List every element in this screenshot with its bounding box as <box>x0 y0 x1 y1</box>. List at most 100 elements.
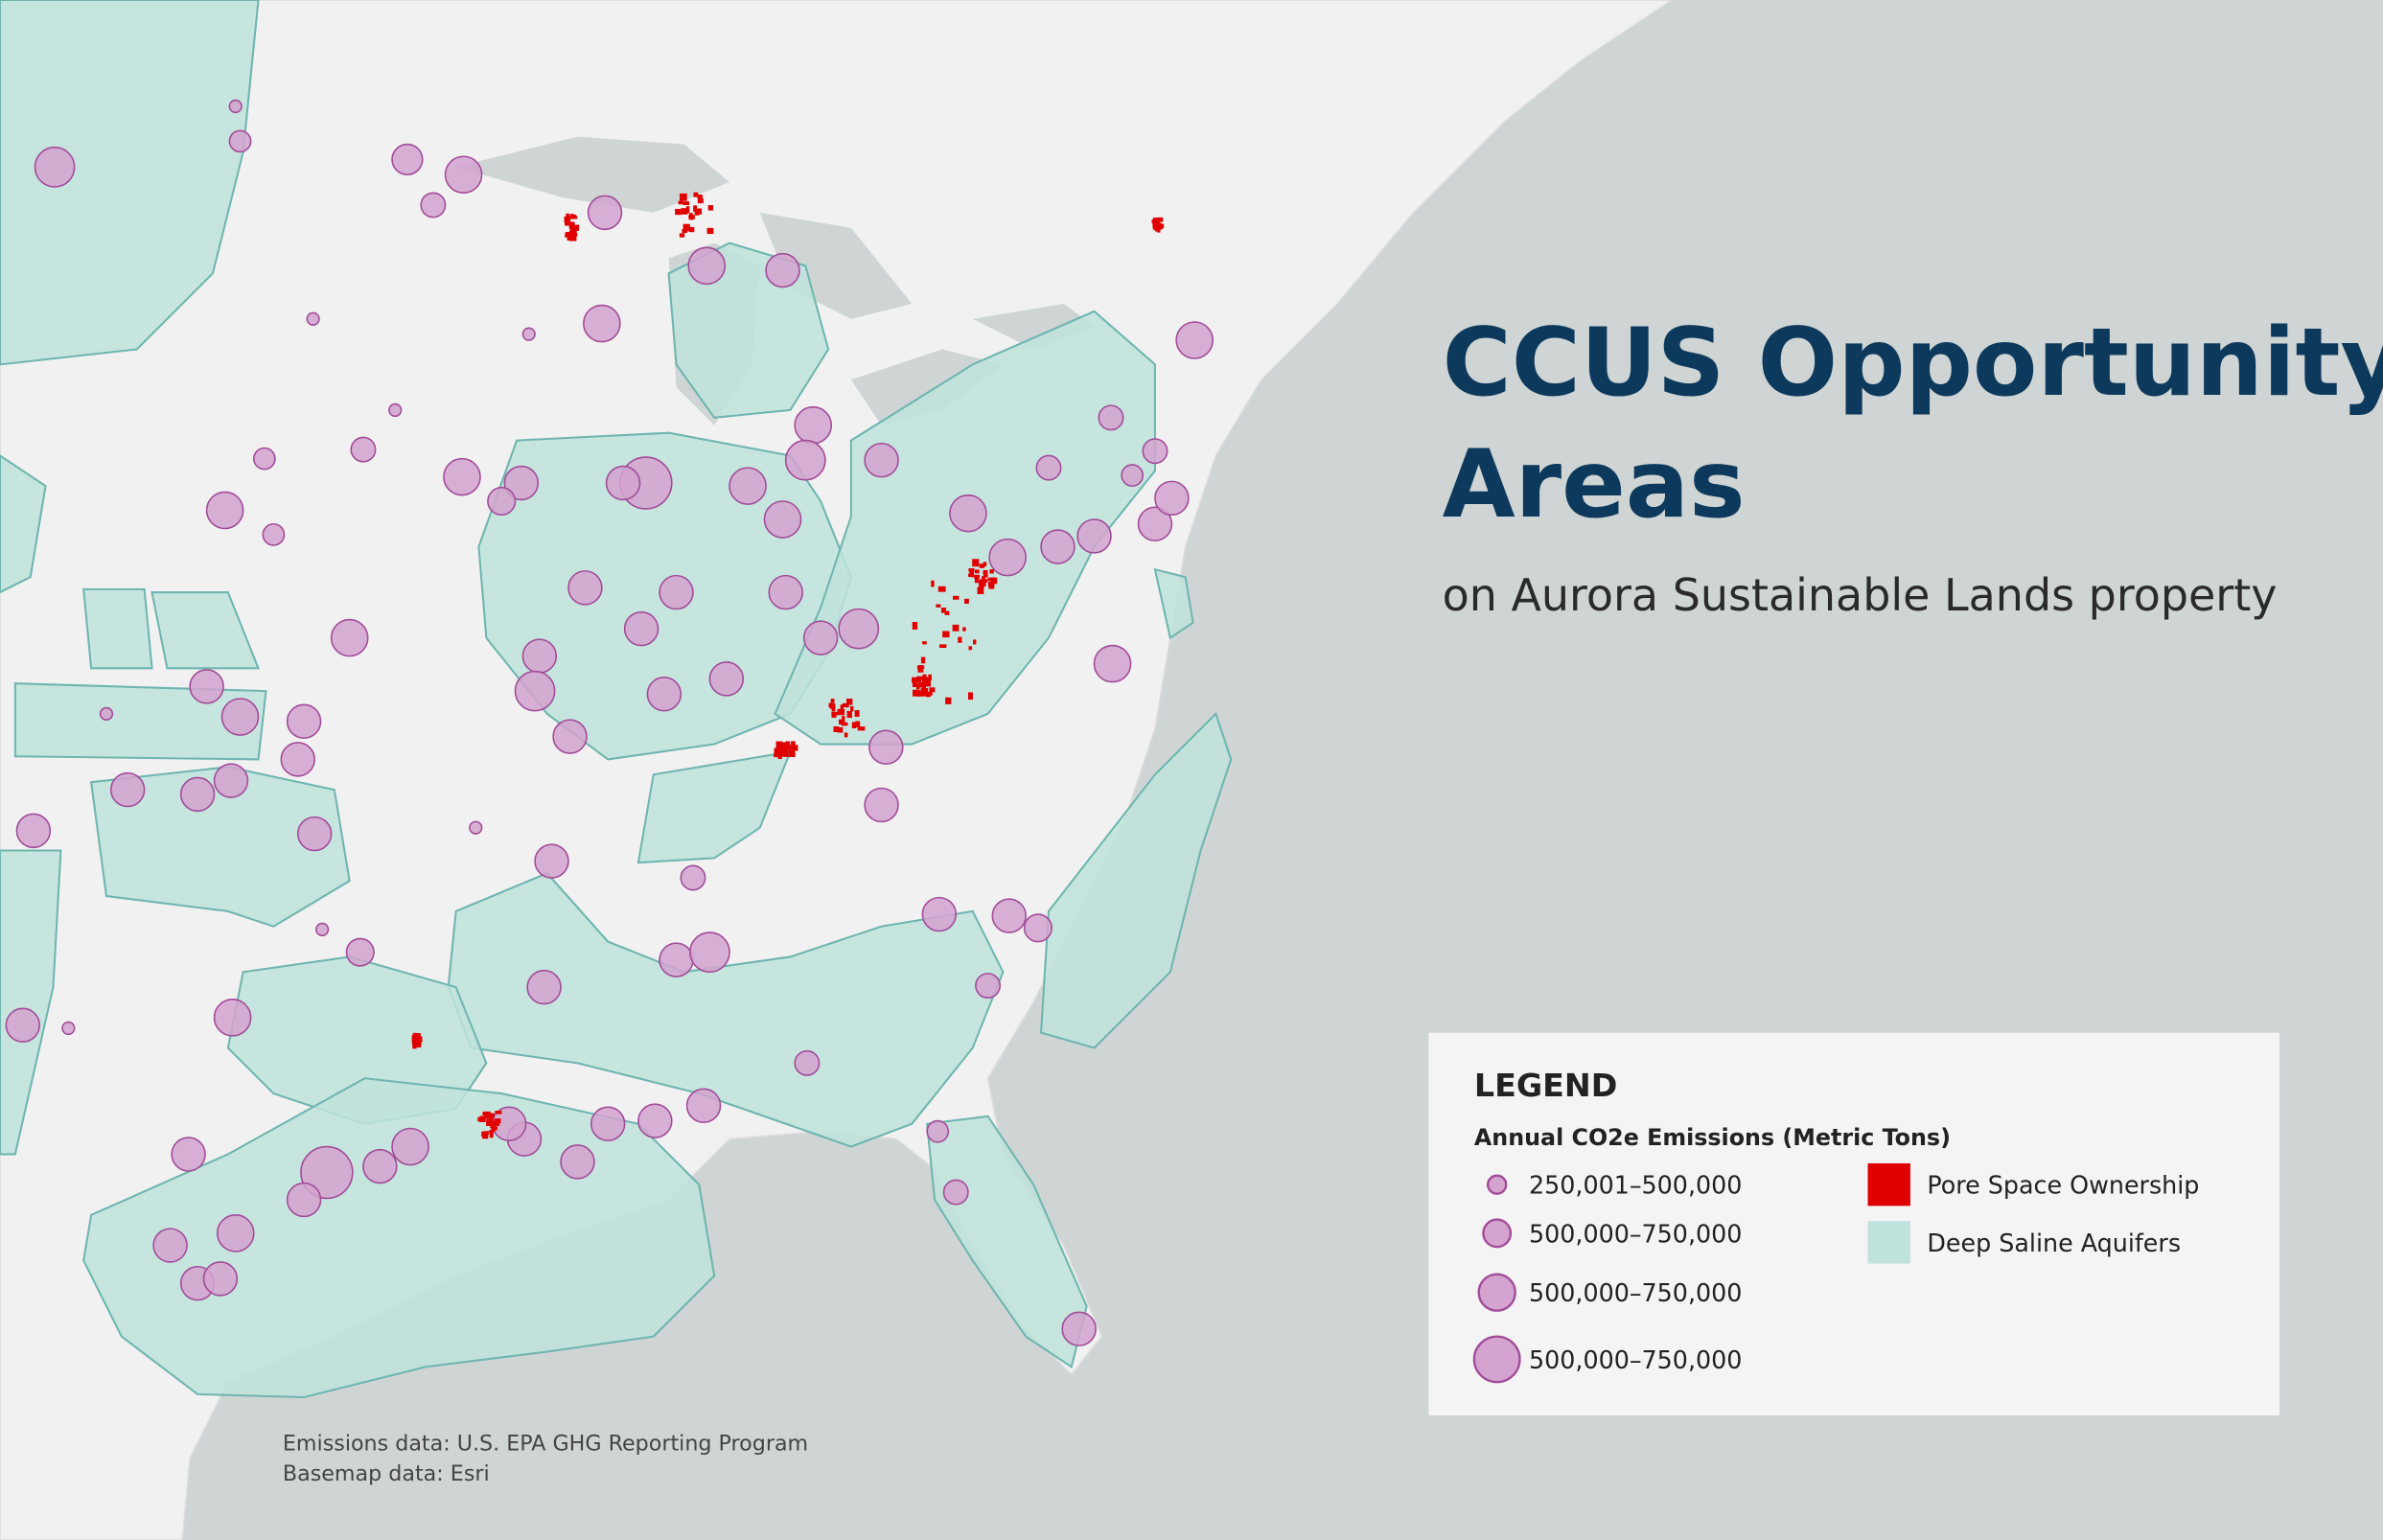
pore-parcel <box>967 692 973 701</box>
pore-parcel <box>920 656 926 664</box>
pore-parcel <box>564 216 571 223</box>
pore-parcel <box>780 744 786 752</box>
aquifer <box>636 750 793 864</box>
emission-point <box>605 465 641 501</box>
pore-parcel <box>1157 217 1164 222</box>
emission-point <box>262 522 286 546</box>
emission-point <box>444 155 483 195</box>
emission-point <box>286 1182 322 1218</box>
pore-parcel <box>685 206 690 214</box>
pore-parcel <box>412 1041 420 1046</box>
legend-label: 500,000–750,000 <box>1529 1219 1742 1248</box>
great-lakes <box>455 136 1095 425</box>
pore-parcel <box>925 691 931 698</box>
credit: Emissions data: U.S. EPA GHG Reporting P… <box>283 1432 808 1457</box>
pore-parcel <box>783 745 791 751</box>
emission-point <box>784 439 826 481</box>
emission-point <box>1023 913 1053 943</box>
pore-parcel <box>414 1032 418 1041</box>
pore-parcel <box>922 674 927 680</box>
emission-point <box>687 246 727 286</box>
emission-point <box>330 618 369 657</box>
pore-parcel <box>479 1115 486 1122</box>
pore-parcel <box>854 710 860 717</box>
emission-point <box>1061 1311 1097 1346</box>
emission-point <box>708 661 745 697</box>
pore-parcel <box>851 722 856 729</box>
pore-parcel <box>775 741 783 748</box>
emission-point <box>583 304 621 343</box>
pore-parcel <box>982 576 985 582</box>
aquifer <box>0 0 260 366</box>
legend-label: Deep Saline Aquifers <box>1927 1229 2181 1257</box>
title: CCUS Opportunity <box>1443 309 2383 418</box>
pore-parcel <box>839 719 843 724</box>
emission-point <box>587 195 623 231</box>
pore-parcel <box>938 644 947 649</box>
pore-parcel <box>830 699 835 703</box>
legend-swatch <box>1867 1162 1910 1207</box>
emission-point <box>637 1103 673 1138</box>
pore-parcel <box>922 641 927 645</box>
emission-point <box>988 538 1027 577</box>
emission-point <box>552 719 588 754</box>
emission-point <box>443 457 481 496</box>
emission-point <box>590 1106 626 1141</box>
pore-parcel <box>979 585 984 589</box>
pore-parcel <box>842 716 845 723</box>
pore-parcel <box>967 573 974 577</box>
emission-point <box>646 677 683 712</box>
pore-parcel <box>707 205 713 211</box>
aquifer <box>447 872 1005 1148</box>
emission-point <box>768 574 803 610</box>
emission-point <box>991 898 1027 933</box>
pore-parcel <box>774 750 782 755</box>
legend-label: 250,001–500,000 <box>1529 1171 1742 1200</box>
pore-parcel <box>833 725 840 732</box>
emission-point <box>659 574 694 610</box>
aquifer-layer <box>0 0 1233 1399</box>
legend-classes: 250,001–500,000 500,000–750,000 500,000–75… <box>1472 1171 1742 1384</box>
pore-parcel <box>842 702 849 708</box>
pore-parcel <box>1154 222 1161 227</box>
pore-parcel <box>791 741 796 747</box>
pore-parcel <box>920 687 929 695</box>
pore-parcel <box>486 1118 492 1126</box>
emission-point <box>1040 529 1076 564</box>
pore-parcel <box>936 604 941 608</box>
emission-point <box>689 931 730 974</box>
emission-point <box>469 820 483 835</box>
pore-parcel <box>916 678 921 683</box>
pore-parcel <box>837 726 844 733</box>
emission-point <box>34 146 76 188</box>
pore-parcel <box>991 577 997 583</box>
pore-parcel <box>983 569 988 578</box>
emission-point <box>1154 480 1190 517</box>
emission-point <box>109 771 146 808</box>
pore-parcel <box>706 227 714 235</box>
pore-parcel <box>831 706 836 712</box>
legend-areas: Pore Space Ownership Deep Saline Aquifers <box>1867 1162 2199 1264</box>
pore-parcel <box>482 1131 489 1139</box>
title: Areas <box>1443 430 1746 540</box>
pore-parcel <box>837 708 845 716</box>
pore-parcel <box>989 569 994 574</box>
emission-point <box>152 1228 188 1263</box>
pore-parcel <box>923 677 928 684</box>
emission-point <box>1076 518 1112 554</box>
pore-parcel <box>928 674 932 680</box>
legend-label: 500,000–750,000 <box>1529 1278 1742 1307</box>
emission-point <box>391 1127 429 1166</box>
pore-parcel <box>944 610 950 615</box>
pore-parcel <box>912 689 919 697</box>
pore-parcel <box>489 1131 494 1138</box>
pore-parcel <box>488 1115 494 1119</box>
pore-parcel <box>788 749 796 756</box>
legend-label: 500,000–750,000 <box>1529 1345 1742 1374</box>
emission-point <box>306 311 320 326</box>
pore-parcel <box>482 1112 487 1116</box>
pore-parcel <box>693 192 699 197</box>
legend-heading: Annual CO2e Emissions (Metric Tons) <box>1474 1124 1951 1151</box>
